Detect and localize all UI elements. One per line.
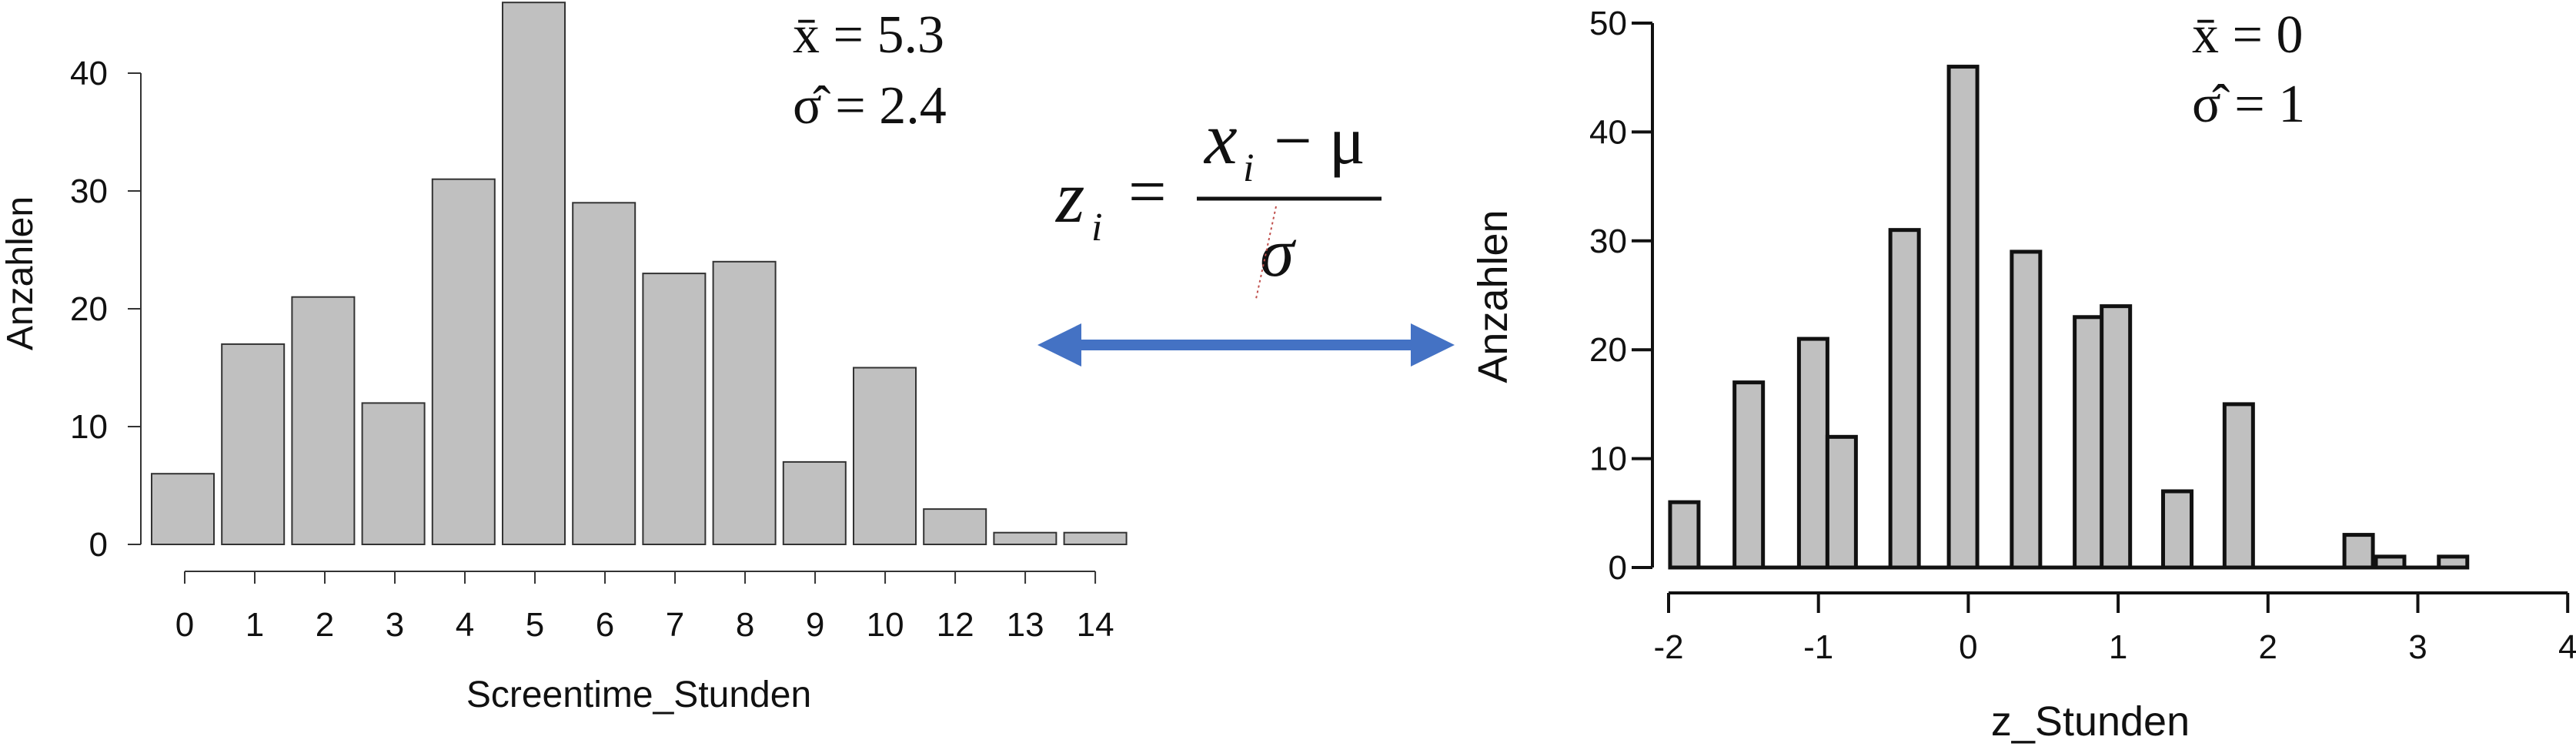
formula-numerator-minus-mu: − μ	[1274, 104, 1365, 179]
right-y-tick-label-40: 40	[1589, 113, 1627, 151]
right-bar-0	[1668, 500, 1701, 570]
double-arrow	[1037, 323, 1455, 367]
right-bar-11	[2342, 533, 2375, 570]
arrow-right-head	[1411, 323, 1455, 367]
left-bar-4	[431, 178, 496, 545]
left-x-tick-label-12: 12	[937, 606, 974, 644]
right-sd-stat: σ̂ = 1	[2192, 75, 2305, 134]
formula-lhs-subscript: i	[1091, 206, 1102, 249]
right-bar-3	[1825, 434, 1858, 570]
right-x-tick-label-2: 2	[2259, 628, 2277, 666]
right-mean-stat: x̄ = 0	[2192, 5, 2303, 65]
left-x-tick-label-8: 8	[736, 606, 754, 644]
left-x-tick-label-10: 10	[867, 606, 904, 644]
left-x-tick-label-0: 0	[175, 606, 194, 644]
right-y-tick-label-10: 10	[1589, 440, 1627, 478]
left-x-tick-label-1: 1	[246, 606, 264, 644]
left-bar-13	[993, 531, 1057, 546]
right-bar-8	[2100, 304, 2133, 570]
right-bars	[1668, 65, 2470, 570]
left-x-tick-label-14: 14	[1077, 606, 1114, 644]
right-x-tick-label-4: 4	[2558, 628, 2576, 666]
left-x-tick-label-5: 5	[526, 606, 544, 644]
left-bar-2	[291, 296, 356, 545]
left-y-tick-label-0: 0	[89, 526, 108, 564]
right-bar-4	[1888, 228, 1921, 570]
right-histogram: 0 10 20 30 40 50 -2 -1 0 1 2 3 4 z_Stunden Anzahlen…	[1470, 5, 2576, 745]
right-bar-6	[2010, 249, 2043, 570]
right-x-axis: -2 -1 0 1 2 3 4	[1653, 591, 2576, 666]
formula-lhs: z	[1054, 156, 1084, 238]
left-x-tick-label-4: 4	[456, 606, 474, 644]
right-bar-10	[2222, 402, 2255, 570]
right-x-tick-label-1: 1	[2109, 628, 2127, 666]
left-x-tick-label-3: 3	[386, 606, 404, 644]
left-bar-6	[572, 202, 636, 545]
right-bar-9	[2161, 489, 2194, 570]
left-x-tick-label-9: 9	[806, 606, 824, 644]
formula-equals: =	[1128, 155, 1167, 229]
left-bar-7	[642, 273, 707, 545]
left-bar-12	[923, 508, 987, 545]
formula-numerator-x: x	[1203, 97, 1238, 179]
right-y-axis: 0 10 20 30 40 50	[1589, 5, 1654, 587]
right-x-tick-label-0: 0	[1959, 628, 1977, 666]
right-bar-7	[2073, 315, 2106, 570]
left-bar-14	[1063, 531, 1128, 546]
left-x-tick-label-6: 6	[596, 606, 614, 644]
formula-denominator: σ	[1260, 215, 1297, 291]
left-bars	[151, 2, 1128, 546]
z-score-formula: z i = x i − μ σ	[1054, 97, 1382, 300]
left-x-tick-label-7: 7	[666, 606, 684, 644]
left-sd-stat: σ̂ = 2.4	[793, 76, 947, 136]
right-y-axis-label: Anzahlen	[1470, 209, 1516, 383]
right-x-tick-label-3: 3	[2408, 628, 2427, 666]
left-x-axis-label: Screentime_Stunden	[466, 675, 811, 715]
right-y-tick-label-20: 20	[1589, 331, 1627, 369]
left-x-axis: 0 1 2 3 4 5 6 7 8 9 10 12 13 14	[175, 571, 1114, 644]
right-y-tick-label-50: 50	[1589, 5, 1627, 42]
formula-numerator-subscript: i	[1243, 146, 1254, 190]
left-mean-stat: x̄ = 5.3	[793, 5, 944, 65]
left-bar-8	[712, 260, 777, 545]
left-x-tick-label-2: 2	[316, 606, 334, 644]
left-bar-1	[221, 343, 286, 545]
right-y-tick-label-30: 30	[1589, 223, 1627, 260]
right-y-tick-label-0: 0	[1609, 549, 1627, 587]
left-y-axis: 0 10 20 30 40	[70, 55, 142, 564]
right-bar-13	[2437, 554, 2470, 570]
right-x-tick-label--2: -2	[1653, 628, 1683, 666]
left-y-tick-label-40: 40	[70, 55, 108, 92]
right-x-tick-label--1: -1	[1803, 628, 1833, 666]
right-bar-5	[1946, 65, 1980, 570]
left-x-tick-label-13: 13	[1007, 606, 1044, 644]
left-y-axis-label: Anzahlen	[0, 196, 41, 350]
left-bar-0	[151, 473, 215, 546]
left-y-tick-label-30: 30	[70, 172, 108, 210]
left-y-tick-label-20: 20	[70, 290, 108, 328]
left-y-tick-label-10: 10	[70, 408, 108, 446]
left-bar-9	[782, 460, 847, 546]
left-bar-3	[361, 402, 426, 546]
right-bar-1	[1732, 380, 1766, 570]
right-x-axis-label: z_Stunden	[1991, 698, 2190, 745]
arrow-left-head	[1037, 323, 1081, 367]
right-bar-2	[1796, 336, 1829, 570]
right-bar-12	[2374, 554, 2407, 570]
left-bar-10	[853, 367, 917, 545]
left-bar-5	[502, 2, 566, 545]
